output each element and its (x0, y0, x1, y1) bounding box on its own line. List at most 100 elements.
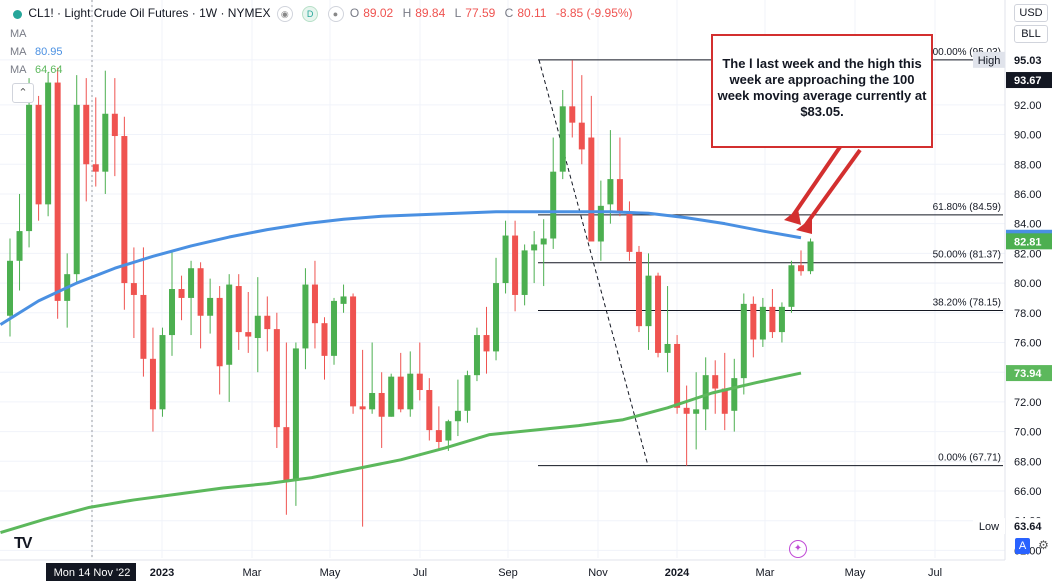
unit-button[interactable]: BLL (1014, 25, 1048, 43)
candle-body (207, 297, 214, 316)
candle-body (130, 283, 137, 295)
callout-arrow-shaft (790, 142, 844, 219)
candle-body (664, 343, 671, 353)
ma200-line (0, 371, 802, 535)
y-tick-label: 70.00 (1014, 427, 1042, 439)
fib-level-label: 61.80% (84.59) (933, 202, 1001, 213)
price-tag-value: 82.81 (1014, 236, 1042, 248)
y-tick-label: 76.00 (1014, 337, 1042, 349)
y-tick-label: 84.00 (1014, 219, 1042, 231)
callout-arrowhead (784, 209, 801, 225)
auto-scale-button[interactable]: A (1015, 538, 1030, 554)
callout-arrows (784, 142, 862, 234)
x-tick-label: Jul (413, 567, 427, 579)
candle-body (626, 213, 633, 252)
ma-row-1[interactable]: MA (10, 28, 27, 40)
status-dot-icon: ● (327, 6, 344, 22)
candle-body (721, 388, 728, 414)
x-tick-label: May (320, 567, 341, 579)
candle-body (350, 296, 357, 407)
candle-body (264, 315, 271, 330)
candle-body (159, 335, 166, 410)
candle-body (454, 410, 461, 422)
candle-body (531, 244, 538, 251)
candle-body (597, 205, 604, 242)
ma-row-2[interactable]: MA 80.95 (10, 46, 63, 58)
candle-body (331, 300, 338, 356)
candle-body (83, 104, 90, 165)
candle-body (216, 297, 223, 367)
candle-body (769, 306, 776, 333)
candle-body (521, 250, 528, 295)
crosshair-date-label: Mon 14 Nov '22 (54, 567, 131, 579)
y-tick-label: 68.00 (1014, 456, 1042, 468)
sparkle-icon[interactable]: ✦ (789, 540, 807, 558)
price-tag-value: 95.03 (1014, 55, 1042, 67)
candle-body (245, 332, 252, 337)
candle-body (121, 136, 128, 284)
candle-body (7, 260, 13, 316)
candle-body (140, 294, 147, 359)
chart-legend: CL1! · Light Crude Oil Futures · 1W · NY… (10, 6, 637, 22)
y-tick-label: 92.00 (1014, 100, 1042, 112)
candle-body (102, 113, 109, 172)
candle-body (73, 104, 80, 275)
candle-body (426, 390, 433, 431)
candle-body (693, 409, 700, 414)
candle-body (416, 373, 423, 391)
ma-value: 64.64 (34, 64, 63, 76)
x-tick-label: 2024 (665, 567, 690, 579)
candle-body (92, 164, 99, 172)
candle-body (740, 303, 747, 379)
candle-body (759, 306, 766, 340)
candle-body (502, 235, 509, 284)
legend-symbol[interactable]: CL1! (28, 6, 54, 21)
candle-body (26, 104, 33, 232)
status-dot-icon (13, 9, 22, 19)
candle-body (712, 375, 719, 389)
d-badge[interactable]: D (302, 6, 319, 22)
price-axis-bg (1005, 0, 1054, 587)
fib-level-label: 50.00% (81.37) (933, 250, 1001, 261)
candle-body (397, 376, 404, 410)
ma-row-3[interactable]: MA 64.64 (10, 64, 63, 76)
candle-body (45, 82, 52, 205)
price-axis: 62.0064.0066.0068.0070.0072.0074.0076.00… (973, 0, 1054, 587)
candle-body (378, 392, 385, 417)
legend-title: Light Crude Oil Futures (64, 6, 189, 21)
candle-body (435, 430, 442, 442)
y-tick-label: 88.00 (1014, 159, 1042, 171)
close-label: C (504, 6, 514, 21)
candle-body (226, 284, 233, 365)
change-value: -8.85 (-9.95%) (555, 6, 633, 21)
candle-body (340, 296, 347, 304)
moving-averages (0, 210, 802, 535)
price-tag-value: 63.64 (1014, 521, 1042, 533)
candle-body (302, 284, 309, 349)
x-tick-label: Nov (588, 567, 608, 579)
currency-button[interactable]: USD (1014, 4, 1048, 22)
candle-body (235, 286, 242, 333)
price-tag-bg (1006, 518, 1052, 535)
time-axis-bg (0, 560, 1005, 587)
ma-label: MA (10, 46, 26, 58)
candle-body (569, 106, 576, 123)
gear-icon[interactable]: ⚙ (1038, 538, 1049, 552)
candle-body (788, 265, 795, 307)
price-tag-label-bg (973, 51, 1005, 68)
fib-level-label: 38.20% (78.15) (933, 298, 1001, 309)
candle-body (292, 348, 299, 481)
y-tick-label: 82.00 (1014, 248, 1042, 260)
y-tick-label: 86.00 (1014, 189, 1042, 201)
collapse-legend-button[interactable]: ⌃ (12, 83, 34, 103)
y-tick-label: 80.00 (1014, 278, 1042, 290)
price-tag-label-bg (973, 518, 1005, 535)
price-tag-bg (1006, 51, 1052, 68)
candle-body (359, 406, 366, 410)
y-tick-label: 78.00 (1014, 308, 1042, 320)
eye-icon[interactable]: ◉ (276, 6, 293, 22)
candle-body (635, 251, 642, 327)
fib-level-label: 0.00% (67.71) (938, 453, 1001, 464)
x-tick-label: Mar (243, 567, 262, 579)
